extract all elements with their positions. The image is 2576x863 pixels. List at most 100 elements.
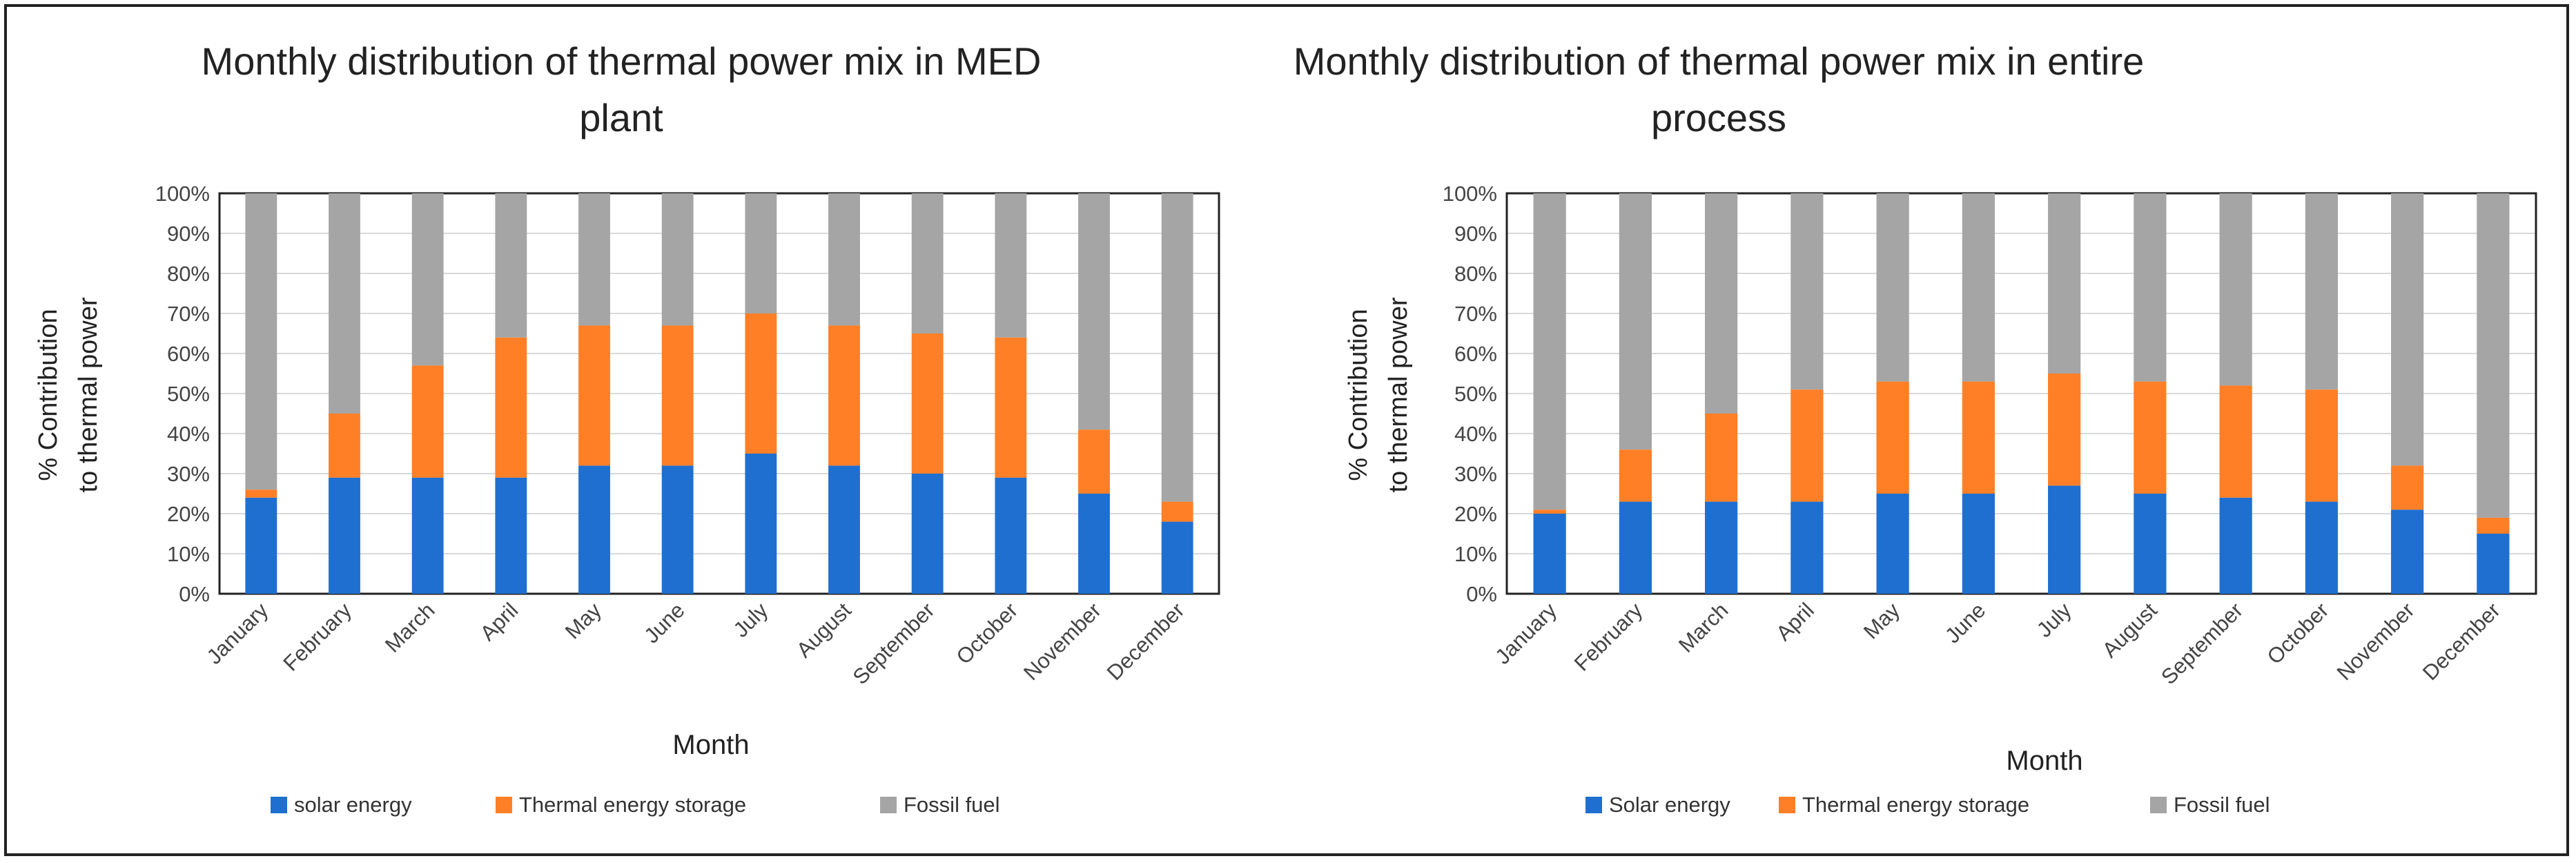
chart-title-line: plant <box>579 96 663 139</box>
x-tick-label: February <box>1570 598 1648 676</box>
x-tick-label: June <box>1940 598 1990 648</box>
legend-label: Thermal energy storage <box>1802 793 2029 817</box>
x-tick-label: June <box>639 598 689 648</box>
bar-november-solar-energy <box>1078 494 1110 594</box>
x-tick-label: March <box>380 598 440 657</box>
plot-area <box>1505 192 2537 595</box>
bar-february-solar-energy <box>1619 501 1652 594</box>
bar-february-solar-energy <box>329 477 360 594</box>
bar-september-fossil-fuel <box>2219 193 2252 386</box>
y-tick-label: 60% <box>167 342 210 366</box>
y-tick-label: 20% <box>1454 502 1497 526</box>
bar-december-solar-energy <box>2477 534 2510 594</box>
bar-february-thermal-energy-storage <box>329 414 360 478</box>
x-tick-label: January <box>202 598 273 669</box>
bar-february-thermal-energy-storage <box>1619 449 1652 502</box>
legend-swatch <box>880 797 897 813</box>
bar-august-fossil-fuel <box>828 193 860 326</box>
y-tick-label: 80% <box>1454 262 1497 286</box>
x-tick-label: July <box>729 598 773 642</box>
x-tick-label: February <box>278 598 356 676</box>
x-tick-label: March <box>1674 598 1733 657</box>
bar-april-solar-energy <box>1790 501 1824 594</box>
bar-july-solar-energy <box>745 454 777 594</box>
bar-march-thermal-energy-storage <box>411 365 444 478</box>
bar-december-fossil-fuel <box>1161 193 1193 502</box>
x-tick-label: May <box>560 598 607 644</box>
x-tick-label: May <box>1859 598 1905 644</box>
y-tick-label: 90% <box>1454 222 1497 246</box>
bar-may-solar-energy <box>578 465 610 594</box>
bar-october-solar-energy <box>995 477 1027 594</box>
y-axis-label-line: to thermal power <box>74 297 103 492</box>
bar-april-thermal-energy-storage <box>1790 389 1824 502</box>
y-tick-label: 90% <box>167 222 210 246</box>
chart-1: Monthly distribution of thermal power mi… <box>34 39 1220 817</box>
bar-june-thermal-energy-storage <box>661 325 694 466</box>
bar-january-thermal-energy-storage <box>245 489 277 498</box>
bar-july-thermal-energy-storage <box>745 313 777 454</box>
bar-february-fossil-fuel <box>1619 193 1652 450</box>
bar-december-fossil-fuel <box>2477 193 2510 518</box>
bar-june-fossil-fuel <box>661 193 694 326</box>
bar-september-fossil-fuel <box>911 193 944 333</box>
bar-june-solar-energy <box>661 465 694 594</box>
bar-august-solar-energy <box>2134 494 2167 594</box>
bar-february-fossil-fuel <box>329 193 360 414</box>
bar-july-solar-energy <box>2048 485 2081 594</box>
x-tick-label: April <box>476 598 523 646</box>
bar-march-thermal-energy-storage <box>1705 414 1738 502</box>
y-tick-label: 30% <box>167 462 210 486</box>
bar-april-fossil-fuel <box>495 193 527 338</box>
bar-june-solar-energy <box>1962 494 1995 594</box>
bar-may-fossil-fuel <box>578 193 610 326</box>
bar-may-thermal-energy-storage <box>578 325 610 466</box>
bar-august-fossil-fuel <box>2134 193 2167 382</box>
bar-december-thermal-energy-storage <box>2477 517 2510 534</box>
bar-november-solar-energy <box>2391 510 2424 594</box>
bar-january-fossil-fuel <box>245 193 277 490</box>
bar-october-solar-energy <box>2305 501 2338 594</box>
y-tick-label: 10% <box>1454 542 1497 566</box>
bar-june-thermal-energy-storage <box>1962 381 1995 494</box>
y-tick-label: 70% <box>167 302 210 326</box>
bar-may-solar-energy <box>1876 494 1909 594</box>
bar-may-thermal-energy-storage <box>1876 381 1909 494</box>
y-tick-label: 0% <box>179 582 210 606</box>
y-tick-label: 10% <box>167 542 210 566</box>
x-tick-label: November <box>2332 598 2419 685</box>
legend-label: Fossil fuel <box>904 793 1000 817</box>
legend-label: solar energy <box>294 793 412 817</box>
y-axis-label-line: % Contribution <box>34 309 63 481</box>
bar-july-fossil-fuel <box>745 193 777 313</box>
bar-december-solar-energy <box>1161 521 1193 594</box>
y-axis-label-line: % Contribution <box>1344 309 1373 481</box>
legend-label: Thermal energy storage <box>519 793 746 817</box>
x-tick-label: August <box>792 598 856 662</box>
bar-november-fossil-fuel <box>1078 193 1110 430</box>
x-tick-label: September <box>2156 598 2247 689</box>
chart-title-line: Monthly distribution of thermal power mi… <box>1294 39 2145 83</box>
bar-december-thermal-energy-storage <box>1161 501 1193 522</box>
x-axis-label: Month <box>672 730 749 760</box>
bar-september-thermal-energy-storage <box>2219 385 2252 498</box>
bar-september-solar-energy <box>911 474 944 594</box>
bar-april-fossil-fuel <box>1790 193 1824 390</box>
chart-2: Monthly distribution of thermal power mi… <box>1294 39 2537 817</box>
legend-swatch <box>496 797 512 813</box>
bar-march-fossil-fuel <box>411 193 444 366</box>
bar-march-fossil-fuel <box>1705 193 1738 414</box>
x-tick-label: October <box>2263 598 2334 669</box>
bar-july-fossil-fuel <box>2048 193 2081 374</box>
y-axis-label-line: to thermal power <box>1384 297 1413 492</box>
y-tick-label: 70% <box>1454 302 1497 326</box>
bar-october-fossil-fuel <box>995 193 1027 338</box>
bar-january-solar-energy <box>1533 514 1566 594</box>
x-tick-label: December <box>1102 598 1189 685</box>
legend-swatch <box>1779 797 1795 813</box>
y-tick-label: 30% <box>1454 462 1497 486</box>
x-tick-label: December <box>2418 598 2505 685</box>
bar-august-thermal-energy-storage <box>828 325 860 466</box>
bar-november-thermal-energy-storage <box>2391 465 2424 510</box>
